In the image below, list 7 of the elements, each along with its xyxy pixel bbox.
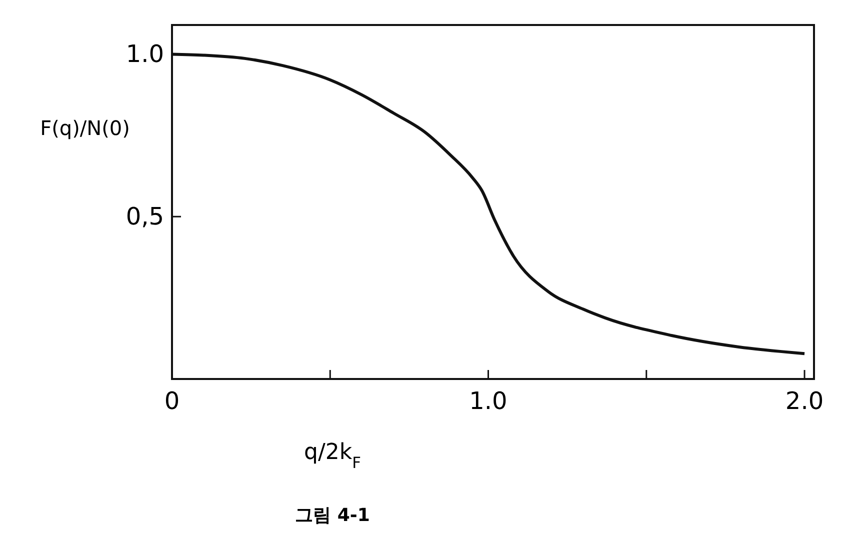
y-tick-label: 0,5 <box>126 202 164 231</box>
x-tick-label: 1.0 <box>469 387 508 415</box>
y-axis-title: F(q)/N(0) <box>40 116 130 140</box>
x-axis-title: q/2k$_{F}$ <box>304 440 361 472</box>
x-tick-label: 2.0 <box>785 387 824 415</box>
caption: 그림 4-1 <box>295 505 370 526</box>
x-tick-label: 0 <box>164 387 180 415</box>
